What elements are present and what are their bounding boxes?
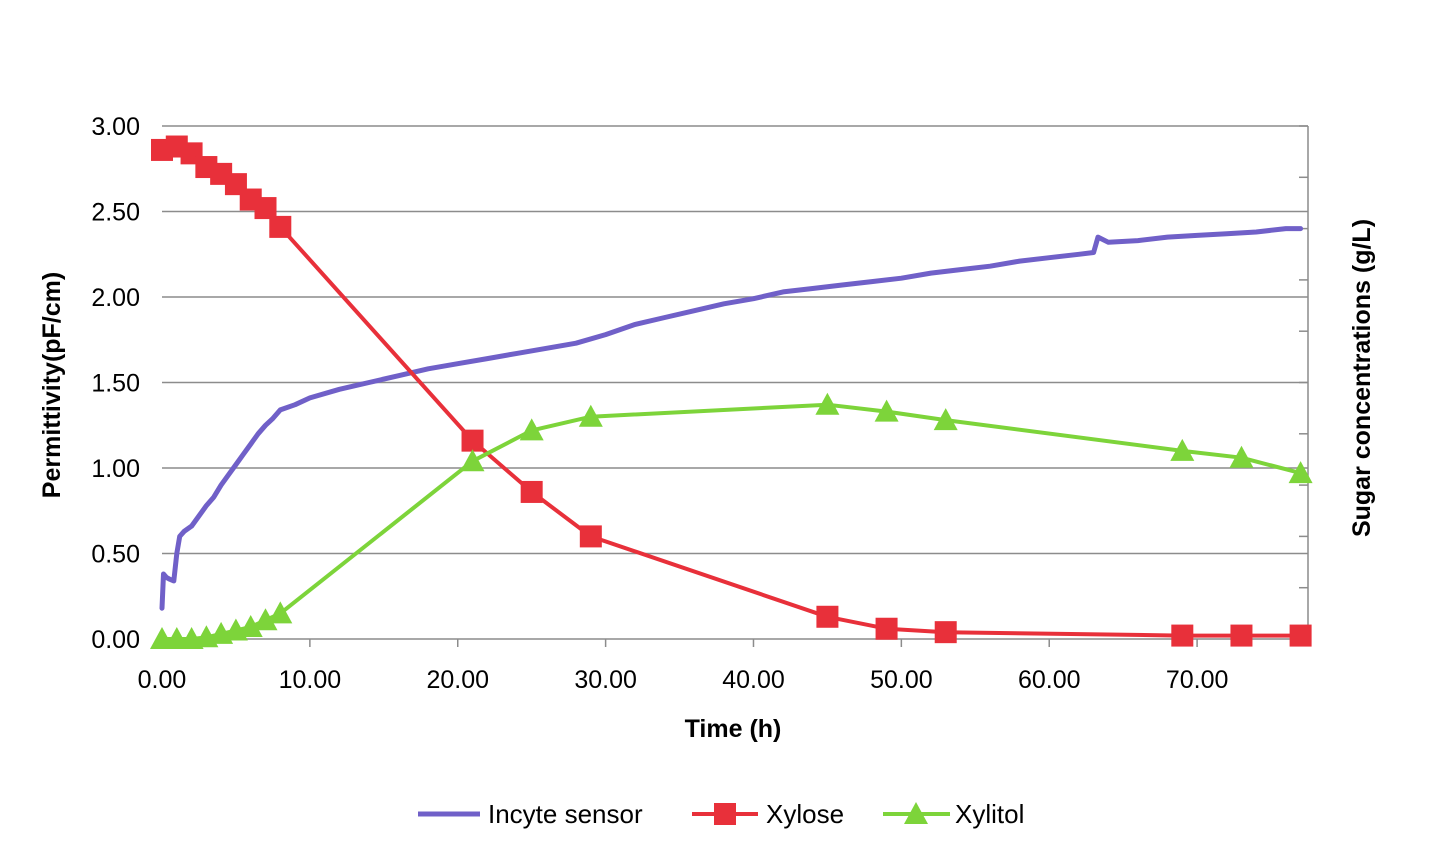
data-point-xylose (269, 215, 292, 238)
data-point-xylose (461, 429, 484, 452)
data-point-xylitol (815, 392, 840, 415)
legend-item-xylose: Xylose (692, 799, 844, 829)
x-tick-label: 10.00 (279, 666, 342, 694)
legend-marker-xylose (714, 803, 736, 825)
data-point-xylitol (268, 601, 293, 624)
y-axis-title: Permittivity(pF/cm) (38, 272, 66, 498)
data-point-xylose (1289, 624, 1312, 647)
legend-marker-xylitol (904, 802, 928, 824)
axes (161, 125, 1309, 647)
data-point-xylitol (238, 615, 263, 637)
data-point-xylose (254, 197, 277, 220)
x-axis-title: Time (h) (685, 715, 782, 743)
legend-item-incyte-sensor: Incyte sensor (418, 799, 643, 829)
legend-label-incyte-sensor: Incyte sensor (488, 799, 643, 829)
legend-label-xylose: Xylose (766, 799, 844, 829)
data-point-xylose (520, 480, 543, 503)
x-tick-label: 60.00 (1018, 666, 1081, 694)
y-tick-label: 1.50 (91, 370, 140, 398)
data-point-xylose (579, 525, 602, 548)
x-tick-label: 70.00 (1166, 666, 1229, 694)
data-point-xylitol (460, 449, 485, 472)
series-line-incyte-sensor (159, 226, 1304, 611)
legend-label-xylitol: Xylitol (955, 799, 1024, 829)
tick-labels: 0.00 0.50 1.00 1.50 2.00 2.50 3.00 0.00 10.00 20.… (91, 113, 1228, 694)
y-tick-label: 2.00 (91, 284, 140, 312)
plot-series (150, 135, 1313, 649)
x-tick-label: 40.00 (722, 666, 785, 694)
series-line-xylitol (160, 402, 1303, 641)
data-point-xylose (816, 605, 839, 628)
x-tick-label: 20.00 (426, 666, 489, 694)
data-point-xylose (875, 617, 898, 640)
y2-axis-title: Sugar concentrations (g/L) (1348, 219, 1376, 537)
y-tick-label: 0.00 (91, 626, 140, 654)
y-tick-label: 1.00 (91, 455, 140, 483)
gridlines (162, 125, 1308, 555)
data-point-xylitol (933, 408, 958, 431)
y-tick-label: 2.50 (91, 199, 140, 227)
data-point-xylitol (1170, 438, 1195, 461)
y-tick-label: 3.00 (91, 113, 140, 141)
x-tick-label: 30.00 (574, 666, 637, 694)
legend: Incyte sensor Xylose Xylitol (418, 799, 1024, 829)
data-point-xylose (1171, 624, 1194, 647)
data-point-xylitol (874, 399, 899, 422)
data-point-xylitol (578, 404, 603, 427)
x-tick-label: 0.00 (138, 666, 187, 694)
data-point-xylose (1230, 624, 1253, 647)
legend-item-xylitol: Xylitol (883, 799, 1024, 829)
x-tick-label: 50.00 (870, 666, 933, 694)
data-point-xylose (934, 621, 957, 644)
y-tick-label: 0.50 (91, 541, 140, 569)
data-point-xylitol (1288, 461, 1313, 484)
data-point-xylitol (253, 608, 278, 631)
data-point-xylitol (1229, 445, 1254, 468)
data-point-xylitol (519, 418, 544, 441)
